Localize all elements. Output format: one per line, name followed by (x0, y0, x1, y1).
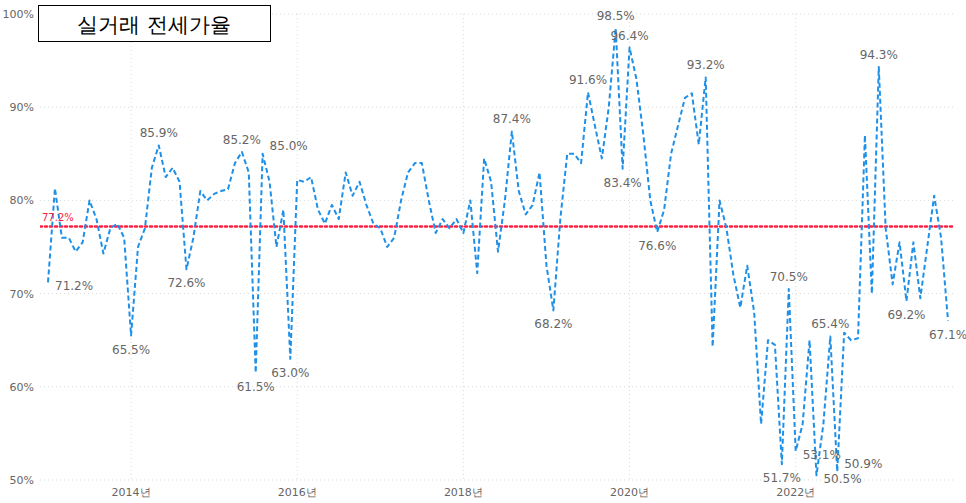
chart: 50% 60% 70% 80% 90% 100% 2014년 2016년 2018년 2020년 2… (0, 0, 966, 503)
y-tick-label: 60% (10, 381, 34, 394)
grid-line (40, 480, 955, 481)
x-tick-label: 2020년 (610, 486, 649, 499)
data-label: 50.9% (844, 457, 882, 471)
y-tick-label: 80% (10, 194, 34, 207)
grid (40, 14, 955, 480)
grid-line (40, 386, 955, 387)
data-label: 96.4% (610, 29, 648, 43)
data-label: 65.4% (811, 317, 849, 331)
data-label: 67.1% (929, 328, 966, 342)
y-tick-label: 50% (10, 474, 34, 487)
title-frame (39, 6, 271, 42)
data-label: 85.0% (270, 139, 308, 153)
grid-line (40, 107, 955, 108)
data-label: 71.2% (55, 279, 93, 293)
data-label: 85.9% (140, 126, 178, 140)
data-label: 65.5% (112, 343, 150, 357)
x-tick-label: 2014년 (112, 486, 151, 499)
grid-line (40, 293, 955, 294)
data-label: 98.5% (597, 9, 635, 23)
data-label: 70.5% (770, 270, 808, 284)
data-label: 85.2% (223, 133, 261, 147)
data-label: 72.6% (167, 276, 205, 290)
data-label: 87.4% (493, 112, 531, 126)
average-line (40, 225, 955, 228)
title-box: 실거래 전세가율 (39, 6, 271, 42)
data-label: 83.4% (604, 176, 642, 190)
data-label: 76.6% (638, 239, 676, 253)
data-label: 50.5% (823, 472, 861, 486)
data-label: 53.1% (803, 448, 841, 462)
data-label: 51.7% (763, 471, 801, 485)
grid-line (40, 200, 955, 201)
grid-line (629, 14, 630, 480)
data-label: 68.2% (534, 317, 572, 331)
data-label: 91.6% (569, 73, 607, 87)
data-label: 93.2% (687, 58, 725, 72)
y-tick-label: 100% (3, 8, 34, 21)
grid-line (297, 14, 298, 480)
series-line (48, 28, 948, 475)
grid-line (795, 14, 796, 480)
x-tick-label: 2018년 (444, 486, 483, 499)
title: 실거래 전세가율 (77, 13, 231, 37)
y-tick-label: 70% (10, 288, 34, 301)
x-tick-label: 2022년 (776, 486, 815, 499)
x-tick-label: 2016년 (278, 486, 317, 499)
y-tick-label: 90% (10, 101, 34, 114)
average-label: 77.2% (42, 212, 74, 223)
grid-line (463, 14, 464, 480)
data-label: 63.0% (271, 366, 309, 380)
data-label: 61.5% (237, 380, 275, 394)
grid-line (131, 14, 132, 480)
data-label: 69.2% (887, 308, 925, 322)
marks (40, 28, 955, 475)
data-label: 94.3% (860, 48, 898, 62)
